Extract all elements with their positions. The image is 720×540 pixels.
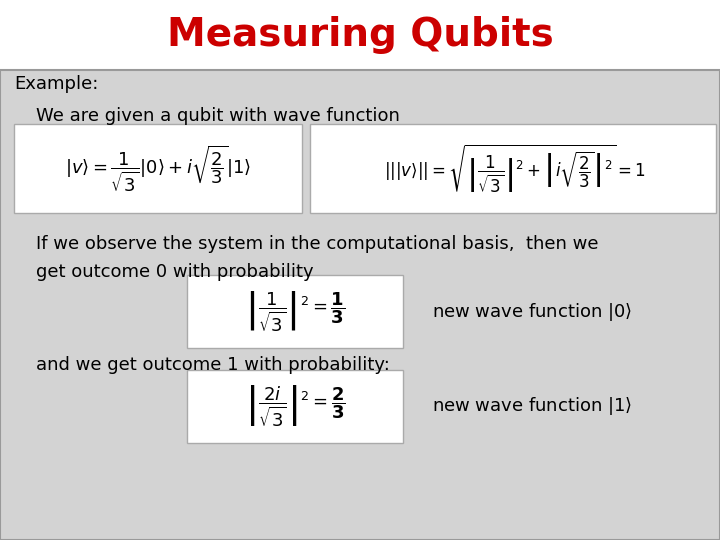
Text: $|||v\rangle|| = \sqrt{\left|\dfrac{1}{\sqrt{3}}\right|^{2} + \left|i\sqrt{\dfra: $|||v\rangle|| = \sqrt{\left|\dfrac{1}{\… [384,143,646,194]
FancyBboxPatch shape [187,275,403,348]
Text: and we get outcome 1 with probability:: and we get outcome 1 with probability: [36,355,390,374]
Text: $\left|\dfrac{2i}{\sqrt{3}}\right|^{2} = \dfrac{\mathbf{2}}{\mathbf{3}}$: $\left|\dfrac{2i}{\sqrt{3}}\right|^{2} =… [245,383,346,429]
Text: Measuring Qubits: Measuring Qubits [166,16,554,54]
Text: new wave function $|1\rangle$: new wave function $|1\rangle$ [432,395,632,417]
FancyBboxPatch shape [310,124,716,213]
Text: $\left|\dfrac{1}{\sqrt{3}}\right|^{2} = \dfrac{\mathbf{1}}{\mathbf{3}}$: $\left|\dfrac{1}{\sqrt{3}}\right|^{2} = … [245,289,346,334]
Text: Example:: Example: [14,75,99,93]
FancyBboxPatch shape [0,70,720,540]
Text: If we observe the system in the computational basis,  then we: If we observe the system in the computat… [36,235,598,253]
FancyBboxPatch shape [187,370,403,443]
FancyBboxPatch shape [14,124,302,213]
Text: get outcome 0 with probability: get outcome 0 with probability [36,262,314,281]
Text: new wave function $|0\rangle$: new wave function $|0\rangle$ [432,301,632,322]
Text: $|v\rangle = \dfrac{1}{\sqrt{3}}|0\rangle + i\sqrt{\dfrac{2}{3}}|1\rangle$: $|v\rangle = \dfrac{1}{\sqrt{3}}|0\rangl… [66,143,251,194]
FancyBboxPatch shape [0,0,720,70]
Text: We are given a qubit with wave function: We are given a qubit with wave function [36,107,400,125]
